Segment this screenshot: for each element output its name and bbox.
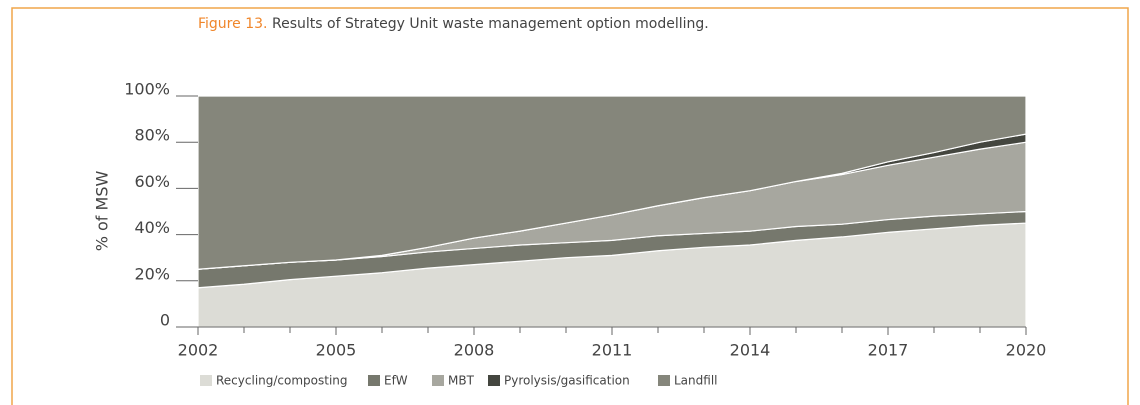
legend-swatch <box>368 375 380 386</box>
y-tick-label: 100% <box>124 80 170 99</box>
legend-swatch <box>200 375 212 386</box>
legend-label: MBT <box>448 374 475 388</box>
x-tick-label: 2011 <box>592 341 633 360</box>
figure-label: Figure 13. <box>198 16 267 32</box>
x-tick-label: 2005 <box>316 341 357 360</box>
frame <box>11 7 1129 405</box>
y-tick-label: 60% <box>134 172 170 191</box>
y-tick-label: 0 <box>160 311 170 330</box>
x-tick-label: 2002 <box>178 341 219 360</box>
x-tick-label: 2020 <box>1006 341 1047 360</box>
x-tick-label: 2014 <box>730 341 771 360</box>
legend-label: Recycling/composting <box>216 374 348 388</box>
y-tick-label: 40% <box>134 218 170 237</box>
chart-title: Results of Strategy Unit waste managemen… <box>272 16 709 32</box>
area <box>197 95 1027 270</box>
legend-swatch <box>432 375 444 386</box>
y-tick-label: 80% <box>134 126 170 145</box>
legend-label: Pyrolysis/gasification <box>504 374 630 388</box>
x-tick-label: 2008 <box>454 341 495 360</box>
x-tick-label: 2017 <box>868 341 909 360</box>
legend-label: EfW <box>384 374 408 388</box>
y-axis-label: % of MSW <box>93 171 112 252</box>
legend-swatch <box>658 375 670 386</box>
y-tick-label: 20% <box>134 264 170 283</box>
legend-swatch <box>488 375 500 386</box>
legend-label: Landfill <box>674 374 718 388</box>
